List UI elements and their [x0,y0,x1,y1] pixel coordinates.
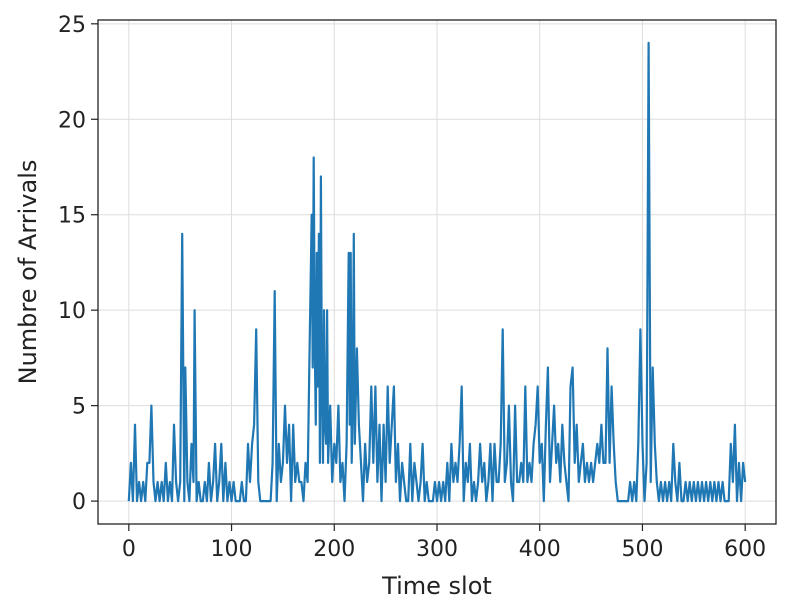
x-tick-label: 0 [122,537,136,562]
y-tick-label: 5 [72,395,86,420]
series-line [127,41,747,503]
x-axis-label: Time slot [381,572,492,600]
y-tick-label: 20 [58,108,86,133]
y-tick-label: 15 [58,204,86,229]
x-tick-label: 200 [313,537,355,562]
x-tick-label: 100 [211,537,253,562]
y-axis-label: Numbre of Arrivals [14,160,42,385]
x-axis: 0 100 200 300 400 500 600 [122,524,766,562]
grid [98,20,776,524]
x-tick-label: 600 [724,537,766,562]
y-tick-label: 25 [58,13,86,38]
series-layer [127,41,747,503]
y-tick-label: 10 [58,299,86,324]
x-tick-label: 400 [519,537,561,562]
x-tick-label: 300 [416,537,458,562]
y-axis: 0 5 10 15 20 25 [58,13,98,515]
x-tick-label: 500 [621,537,663,562]
y-tick-label: 0 [72,490,86,515]
